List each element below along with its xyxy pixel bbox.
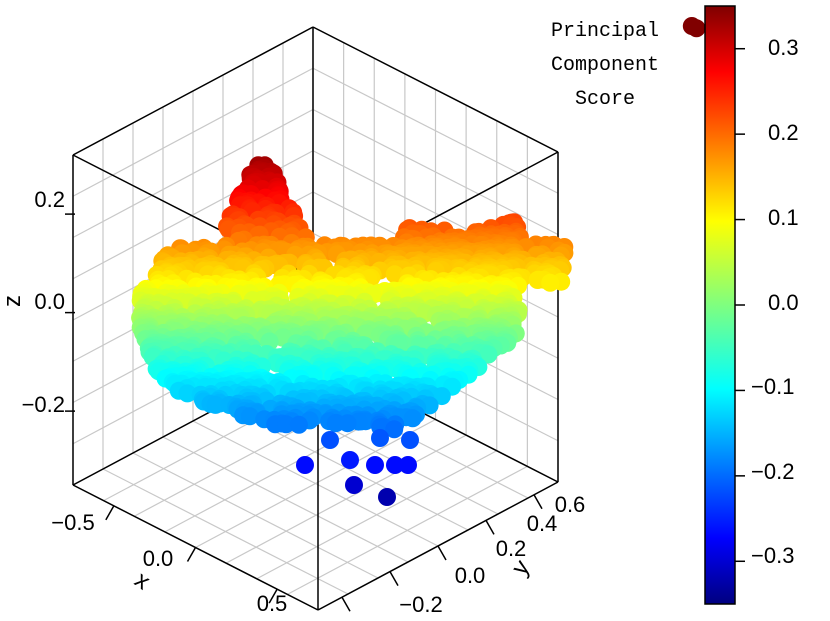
y-axis: −0.2 0.0 0.2 0.4 0.6 y <box>341 492 586 617</box>
data-point <box>403 409 422 428</box>
data-point <box>366 456 384 474</box>
data-point <box>240 407 259 426</box>
colorbar-title-line: Principal <box>551 20 659 43</box>
data-point <box>296 456 314 474</box>
back-wall-grid-line <box>72 108 314 239</box>
x-tick <box>186 547 197 562</box>
colorbar-tick-label: 0.0 <box>768 290 799 315</box>
z-tick-label: −0.2 <box>22 392 65 417</box>
data-point <box>399 456 417 474</box>
data-point <box>378 488 396 506</box>
data-point <box>345 476 363 494</box>
data-point <box>386 456 404 474</box>
colorbar-tick-label: 0.2 <box>768 120 799 145</box>
colorbar-tick-label: 0.1 <box>768 205 799 230</box>
y-tick <box>341 596 351 612</box>
data-point <box>338 414 357 433</box>
data-point <box>385 420 404 439</box>
x-axis-label: x <box>130 566 155 595</box>
box-edge <box>312 26 559 153</box>
colorbar-title-line: Component <box>551 54 659 77</box>
data-point <box>371 429 389 447</box>
data-point <box>401 431 419 449</box>
data-point <box>687 19 706 38</box>
z-tick-label: 0.0 <box>34 289 65 314</box>
colorbar-tick-label: −0.3 <box>751 543 794 568</box>
colorbar-gradient <box>704 5 736 605</box>
y-tick-label: 0.6 <box>555 492 586 517</box>
box-edge <box>72 26 314 156</box>
z-tick-label: 0.2 <box>34 187 65 212</box>
data-point <box>541 273 560 292</box>
colorbar-tick-label: −0.2 <box>751 459 794 484</box>
side-wall-grid-line <box>312 108 559 236</box>
x-tick-label: −0.5 <box>51 510 94 535</box>
floor-grid-line <box>192 420 439 547</box>
y-tick-label: 0.4 <box>527 511 558 536</box>
data-point <box>321 431 339 449</box>
x-tick-label: 0.5 <box>257 591 288 616</box>
side-wall-grid-line <box>312 67 559 194</box>
y-tick <box>437 545 447 561</box>
z-axis-label: z <box>0 295 26 307</box>
colorbar: 0.3 0.2 0.1 0.0 −0.1 −0.2 −0.3 <box>704 5 799 605</box>
data-point <box>385 265 404 284</box>
y-tick-label: −0.2 <box>399 592 442 617</box>
data-point <box>432 387 451 406</box>
x-axis: −0.5 0.0 0.5 x <box>51 505 288 616</box>
colorbar-title: Principal Component Score <box>551 20 659 111</box>
data-point <box>289 415 308 434</box>
z-axis: 0.2 0.0 −0.2 z <box>0 187 75 417</box>
colorbar-tick-label: −0.1 <box>751 374 794 399</box>
data-points <box>131 17 706 506</box>
data-point <box>206 395 225 414</box>
y-tick <box>389 571 399 586</box>
x-tick <box>268 588 278 604</box>
x-tick <box>105 505 115 521</box>
y-tick-label: 0.2 <box>496 536 527 561</box>
data-point <box>178 384 197 403</box>
y-tick <box>533 494 543 510</box>
y-tick-label: 0.0 <box>455 563 486 588</box>
colorbar-tick-label: 0.3 <box>768 35 799 60</box>
data-point <box>479 345 498 364</box>
data-point <box>341 451 359 469</box>
x-tick-label: 0.0 <box>143 546 174 571</box>
data-point <box>277 415 296 434</box>
colorbar-title-line: Score <box>575 88 635 111</box>
y-tick <box>485 520 495 535</box>
